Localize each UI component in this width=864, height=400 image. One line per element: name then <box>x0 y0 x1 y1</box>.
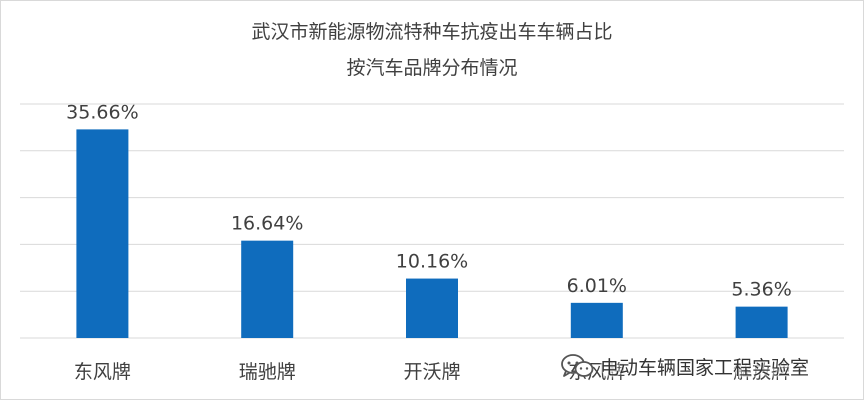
bar <box>406 278 458 338</box>
gridlines <box>20 103 844 339</box>
bar <box>241 240 294 338</box>
value-labels: 35.66% 16.64% 10.16% 6.01% 5.36% <box>66 101 792 300</box>
chart-subtitle: 按汽车品牌分布情况 <box>346 57 518 79</box>
data-label: 10.16% <box>396 251 468 273</box>
category-labels: 东风牌 瑞驰牌 开沃牌 东风牌 解放牌 <box>74 361 790 383</box>
chart-title: 武汉市新能源物流特种车抗疫出车车辆占比 <box>251 21 613 43</box>
category-label: 东风牌 <box>74 361 131 383</box>
data-label: 16.64% <box>231 213 303 235</box>
bars <box>76 129 788 338</box>
data-label: 5.36% <box>731 279 791 301</box>
bar <box>76 129 129 338</box>
bar <box>570 302 623 338</box>
data-label: 6.01% <box>567 275 627 297</box>
data-label: 35.66% <box>66 101 138 123</box>
category-label: 瑞驰牌 <box>239 361 296 383</box>
category-label: 解放牌 <box>733 361 790 383</box>
wechat-icon <box>561 354 594 377</box>
watermark: 电动车辆国家工程实验室 <box>560 351 809 381</box>
watermark-text: 电动车辆国家工程实验室 <box>600 356 810 379</box>
category-label: 开沃牌 <box>403 361 460 383</box>
bar <box>735 306 788 338</box>
